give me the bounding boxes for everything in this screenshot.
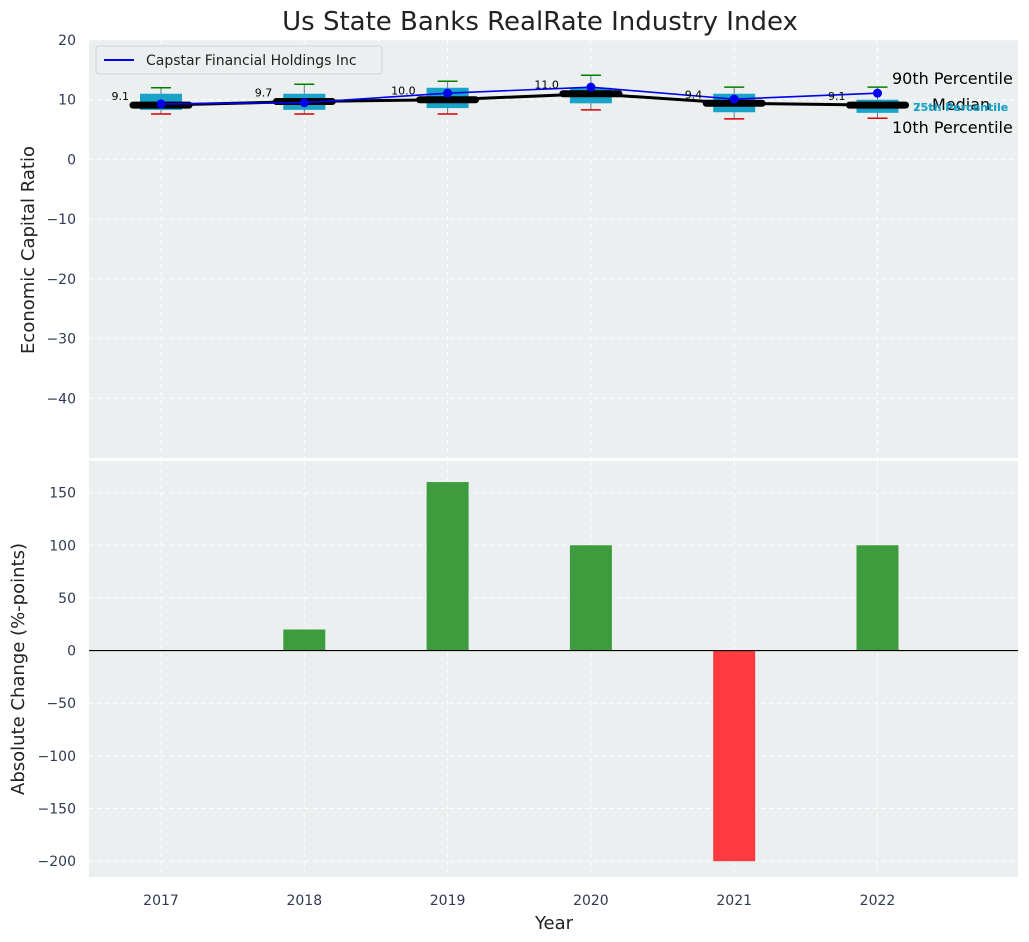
bottom-y-tick-label: −50 — [46, 696, 76, 712]
company-point — [586, 82, 596, 92]
top-y-tick-label: 0 — [67, 152, 76, 168]
median-annotation: Median — [932, 95, 990, 114]
change-bar — [569, 545, 612, 651]
company-point — [873, 88, 882, 98]
x-tick-label: 2022 — [860, 893, 896, 909]
top-y-tick-label: −30 — [46, 332, 76, 348]
company-line — [160, 86, 878, 105]
top-y-axis-title: Economic Capital Ratio — [18, 146, 39, 354]
median-value-label: 9.4 — [685, 88, 703, 101]
x-tick-label: 2021 — [716, 893, 752, 909]
x-axis-title: Year — [534, 913, 574, 934]
top-y-tick-label: −40 — [46, 391, 76, 407]
bottom-y-ticks: 150 100 50 0 −50 −100 −150 −200 — [38, 486, 76, 871]
change-bar — [283, 629, 326, 651]
bottom-y-tick-label: 150 — [49, 486, 76, 502]
change-bar — [856, 545, 899, 651]
top-y-tick-label: 20 — [58, 33, 76, 49]
change-bar — [426, 482, 469, 651]
top-y-tick-label: 10 — [58, 93, 76, 109]
top-grid — [89, 39, 1018, 458]
bottom-y-tick-label: 100 — [49, 538, 76, 554]
legend-entry: Capstar Financial Holdings Inc — [146, 53, 357, 69]
x-tick-label: 2020 — [573, 893, 609, 909]
p90-annotation: 90th Percentile — [892, 69, 1013, 88]
top-y-tick-label: −20 — [46, 272, 76, 288]
median-value-label: 11.0 — [534, 79, 559, 92]
company-point — [156, 99, 166, 109]
bottom-y-tick-label: 0 — [67, 644, 76, 660]
median-value-label: 10.0 — [391, 85, 416, 98]
top-y-tick-label: −10 — [46, 212, 76, 228]
change-bar — [713, 650, 756, 862]
p10-annotation: 10th Percentile — [892, 118, 1013, 137]
median-value-label: 9.7 — [255, 87, 273, 100]
legend-box — [95, 45, 383, 75]
company-point — [729, 94, 739, 104]
x-tick-label: 2017 — [143, 893, 179, 909]
bottom-y-tick-label: −100 — [38, 749, 76, 765]
bar-panel — [89, 461, 1018, 877]
x-ticks: 2017 2018 2019 2020 2021 2022 — [143, 893, 895, 909]
top-y-ticks: 20 10 0 −10 −20 −30 −40 — [46, 33, 76, 407]
chart-title: Us State Banks RealRate Industry Index — [282, 7, 798, 37]
p75-annotation: 75th Percentile — [913, 101, 1008, 114]
median-value-label: 9.1 — [112, 90, 130, 103]
median-value-labels: 9.1 9.7 10.0 11.0 9.4 9.1 — [112, 79, 846, 103]
x-tick-label: 2018 — [286, 893, 322, 909]
bar-group — [283, 482, 899, 862]
x-tick-label: 2019 — [430, 893, 466, 909]
bottom-y-tick-label: 50 — [58, 591, 76, 607]
bottom-y-tick-label: −150 — [38, 802, 76, 818]
company-point — [299, 98, 309, 108]
company-series-group — [156, 82, 882, 109]
bottom-y-tick-label: −200 — [38, 854, 76, 870]
bottom-y-axis-title: Absolute Change (%-points) — [8, 543, 29, 795]
legend: Capstar Financial Holdings Inc — [95, 45, 383, 75]
company-point — [443, 88, 453, 98]
median-value-label: 9.1 — [828, 90, 846, 103]
p25-annotation: 25th Percentile — [913, 101, 1008, 114]
